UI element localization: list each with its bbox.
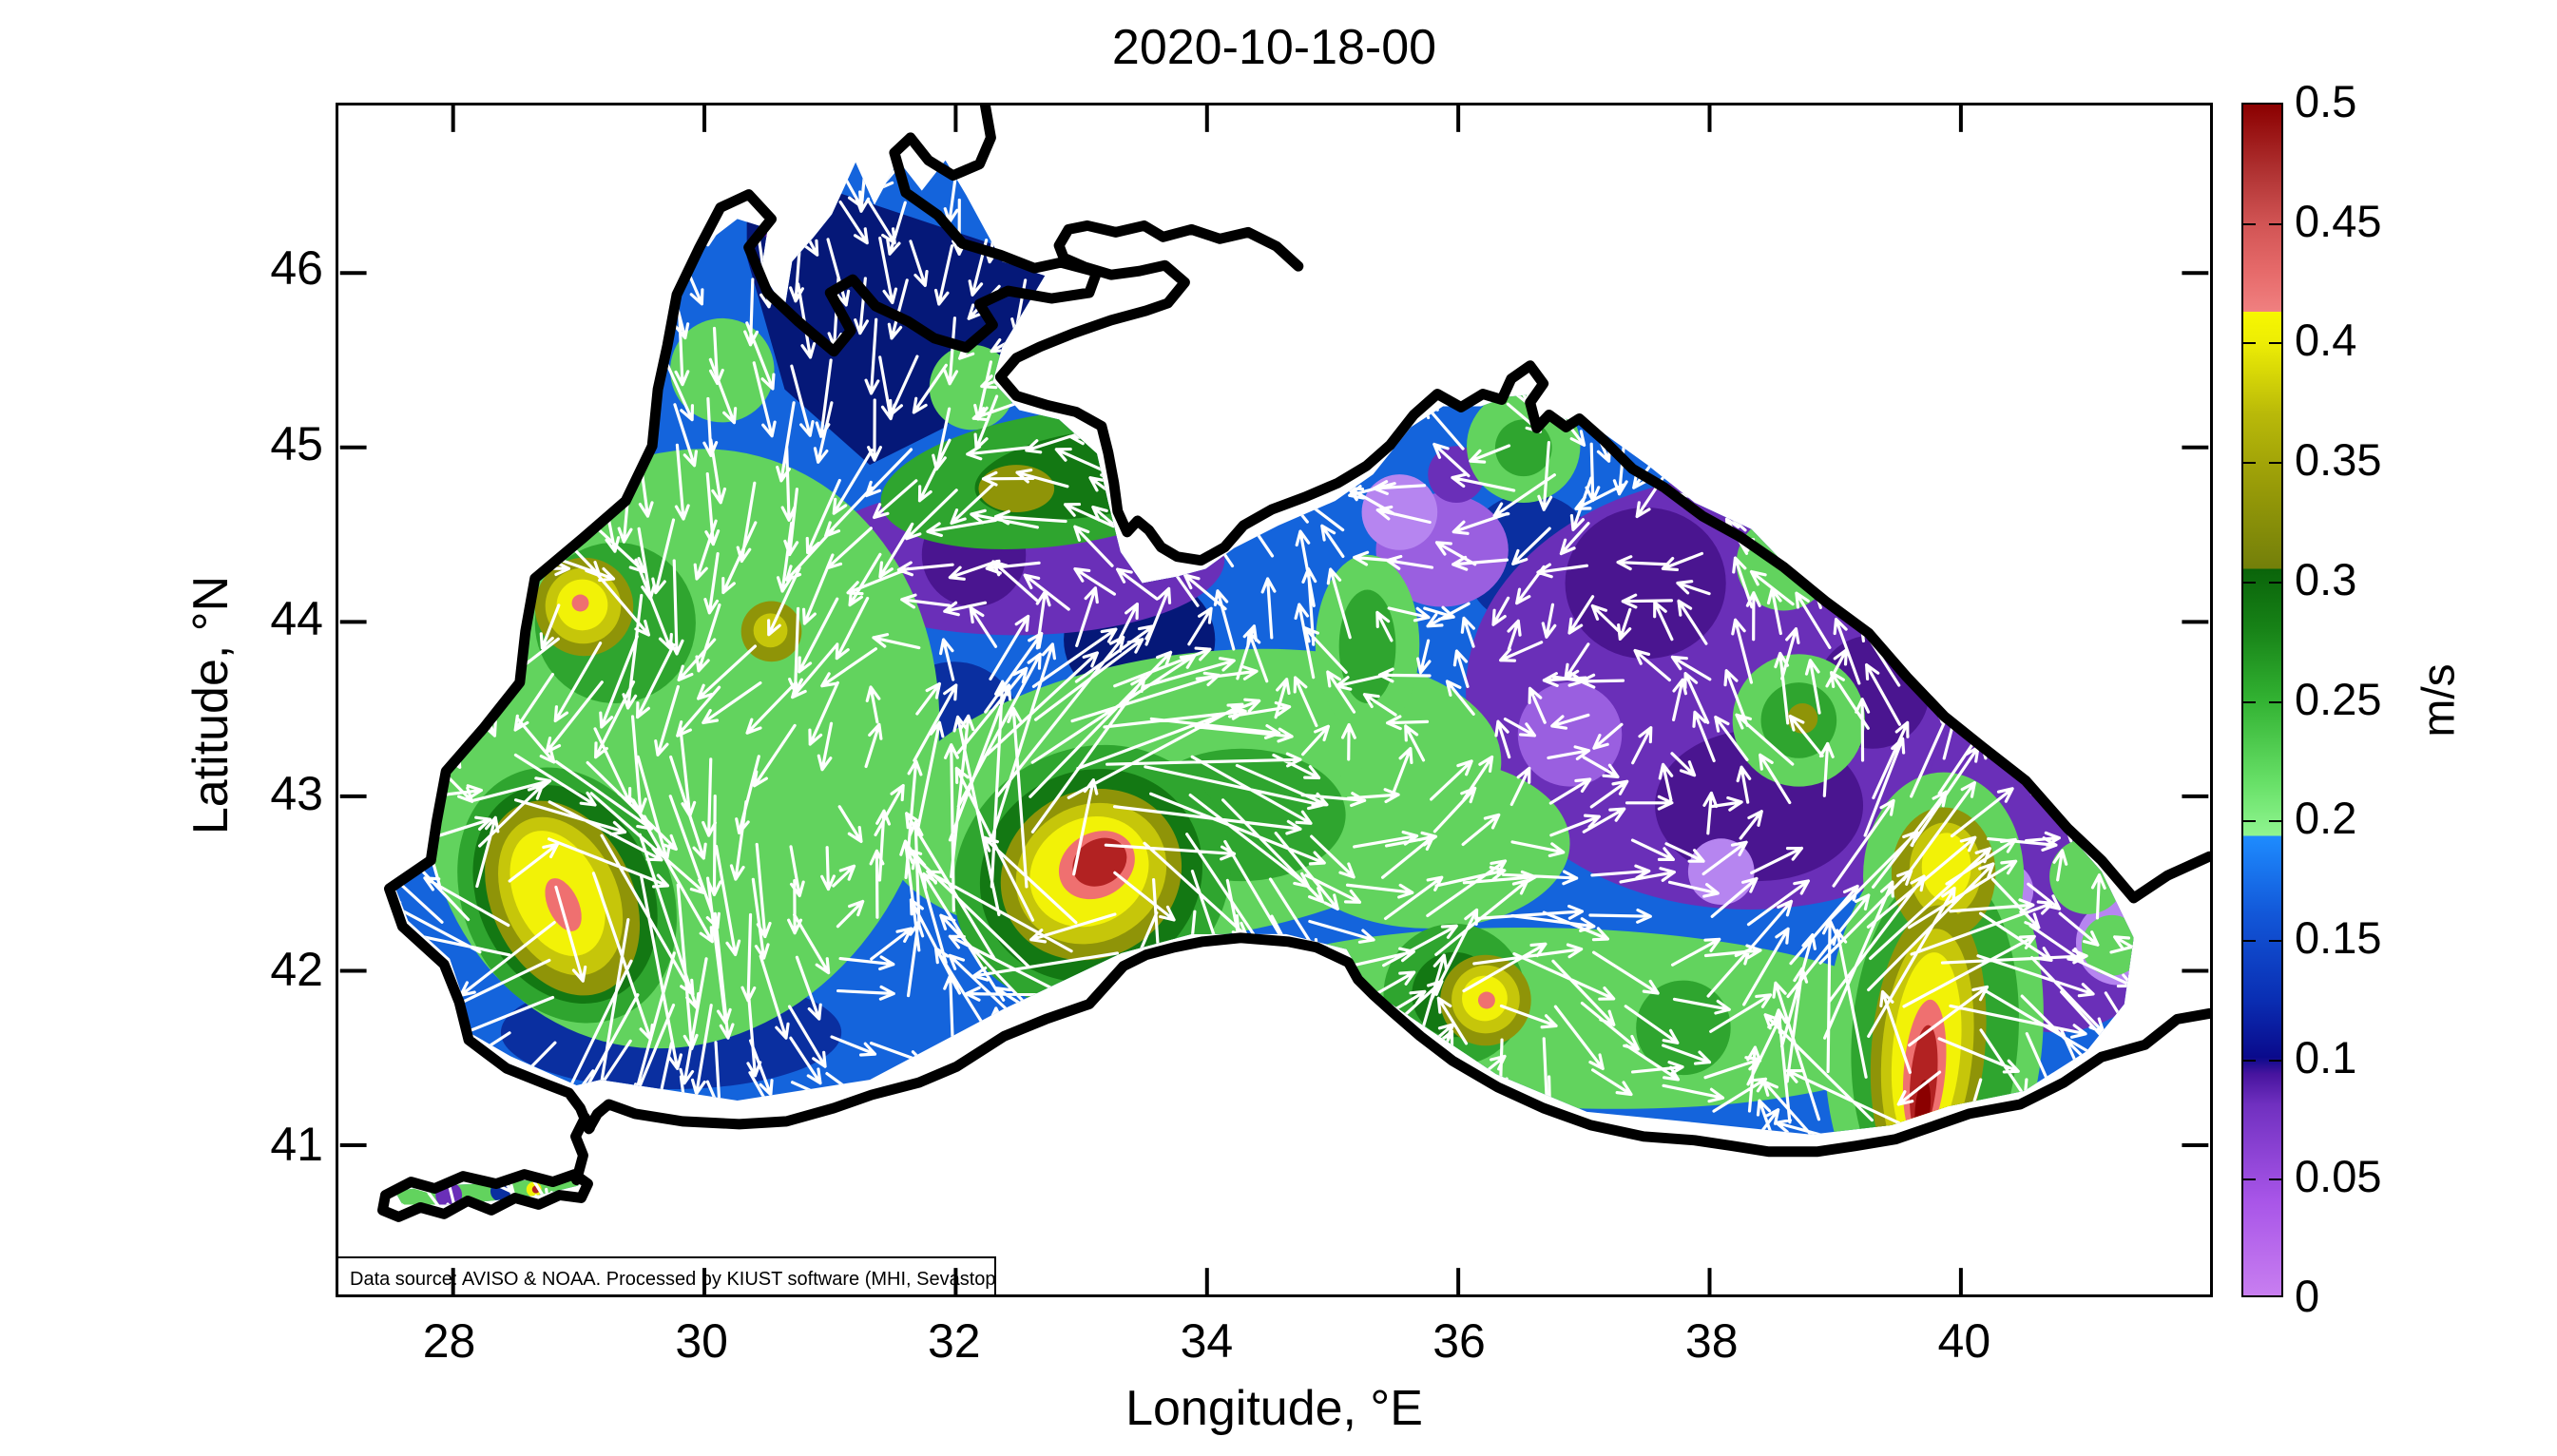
colorbar-tick-mark <box>2269 1059 2281 1062</box>
y-tick-label: 43 <box>270 767 323 821</box>
x-tick-label: 38 <box>1684 1314 1739 1368</box>
colorbar-tick-mark <box>2243 342 2256 345</box>
colorbar-tick-mark <box>2269 581 2281 584</box>
colorbar-tick-mark <box>2269 462 2281 465</box>
colorbar-tick-mark <box>2269 342 2281 345</box>
data-source-annotation: Data source: AVISO & NOAA. Processed by … <box>336 1256 996 1295</box>
x-tick-label: 36 <box>1432 1314 1486 1368</box>
x-tick-label: 28 <box>422 1314 476 1368</box>
colorbar-tick-mark <box>2243 939 2256 942</box>
colorbar-tick-mark <box>2269 1178 2281 1181</box>
colorbar-tick-label: 0.05 <box>2295 1151 2382 1202</box>
colorbar-tick-mark <box>2243 820 2256 823</box>
colorbar-tick-label: 0.15 <box>2295 911 2382 963</box>
y-tick-label: 44 <box>270 591 323 645</box>
colorbar-tick-mark <box>2269 222 2281 225</box>
colorbar <box>2241 103 2283 1297</box>
colorbar-unit-label: m/s <box>2413 663 2465 738</box>
x-tick-label: 40 <box>1937 1314 1991 1368</box>
colorbar-tick-mark <box>2269 700 2281 703</box>
colorbar-tick-mark <box>2243 462 2256 465</box>
map-canvas <box>339 105 2210 1294</box>
y-tick-label: 42 <box>270 942 323 996</box>
axis-tick-marks <box>339 105 2209 1294</box>
colorbar-tick-mark <box>2243 581 2256 584</box>
y-tick-label: 45 <box>270 416 323 470</box>
x-tick-label: 32 <box>927 1314 981 1368</box>
colorbar-tick-label: 0.3 <box>2295 553 2357 604</box>
plot-title: 2020-10-18-00 <box>1111 20 1437 75</box>
colorbar-tick-label: 0.45 <box>2295 195 2382 246</box>
colorbar-tick-mark <box>2243 1178 2256 1181</box>
colorbar-tick-label: 0.35 <box>2295 434 2382 486</box>
y-tick-label: 41 <box>270 1118 323 1172</box>
x-tick-label: 30 <box>675 1314 728 1368</box>
colorbar-tick-mark <box>2269 939 2281 942</box>
coastline <box>377 105 2210 1222</box>
colorbar-tick-mark <box>2243 700 2256 703</box>
y-tick-label: 46 <box>270 241 323 296</box>
x-axis-label: Longitude, °E <box>1125 1381 1423 1436</box>
colorbar-tick-label: 0.4 <box>2295 315 2357 366</box>
colorbar-tick-label: 0.1 <box>2295 1031 2357 1082</box>
colorbar-tick-mark <box>2243 222 2256 225</box>
colorbar-tick-label: 0.25 <box>2295 673 2382 724</box>
colorbar-tick-mark <box>2243 1059 2256 1062</box>
colorbar-tick-mark <box>2269 820 2281 823</box>
plot-area <box>336 103 2213 1297</box>
colorbar-tick-label: 0 <box>2295 1271 2320 1321</box>
colorbar-tick-label: 0.2 <box>2295 793 2357 844</box>
x-tick-label: 34 <box>1180 1314 1234 1368</box>
colorbar-tick-label: 0.5 <box>2295 76 2357 126</box>
